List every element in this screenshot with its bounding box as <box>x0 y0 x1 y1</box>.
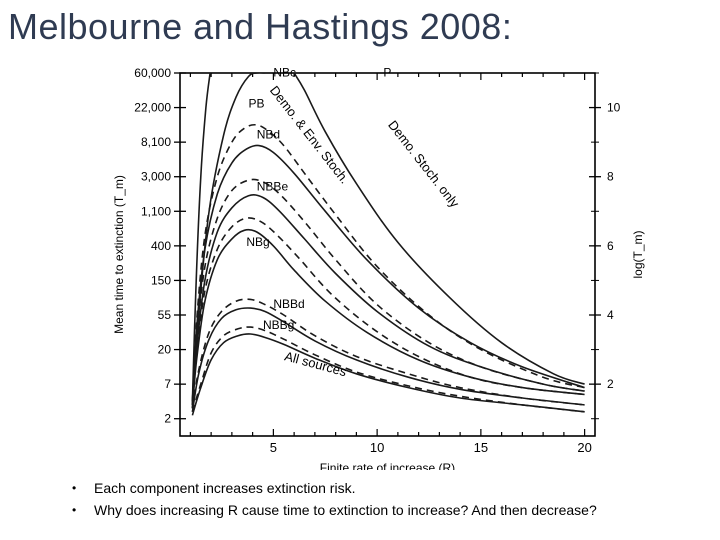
x-tick-label: 20 <box>577 440 591 455</box>
series-line-p <box>293 73 585 385</box>
bullet-dot: • <box>72 503 77 517</box>
y-axis-label: Mean time to extinction (T_m) <box>112 175 126 334</box>
y2-axis-label: log(T_m) <box>631 230 645 278</box>
bullet-text: Why does increasing R cause time to exti… <box>94 502 597 518</box>
y2-tick-label: 2 <box>607 377 614 391</box>
series-line-nbd <box>191 144 585 405</box>
y2-tick-label: 10 <box>607 101 621 115</box>
y-tick-label: 7 <box>164 377 171 391</box>
series-line-nbd-dashed <box>191 123 585 402</box>
extinction-chart: 2 7 20 55 150 400 1,100 3,000 8,100 22,000 60,000 2… <box>112 65 645 470</box>
bullet-item: • Why does increasing R cause time to ex… <box>72 499 597 521</box>
curve-label: NBg <box>246 235 269 249</box>
curve-label: NBc <box>273 65 296 79</box>
bullet-dot: • <box>72 481 77 495</box>
series-line-nbg <box>191 228 585 409</box>
chart-annotations: Demo. & Env. Stoch. Demo. Stoch. onlyAll … <box>267 83 463 380</box>
annotation-text: Demo. Stoch. only <box>385 117 463 210</box>
bullet-item: • Each component increases extinction ri… <box>72 477 597 499</box>
y-tick-label: 22,000 <box>134 101 171 115</box>
x-tick-label: 5 <box>270 440 277 455</box>
bullet-list: • Each component increases extinction ri… <box>72 477 597 521</box>
series-line-nbbd <box>191 307 585 412</box>
curve-label: NBBd <box>273 297 304 311</box>
plot-frame <box>179 72 596 437</box>
series-line-nbbg <box>191 333 585 416</box>
x-axis-label: Finite rate of increase (R) <box>320 461 455 470</box>
y-tick-label: 20 <box>158 343 172 357</box>
series-line-nbbg-dashed <box>191 326 585 413</box>
y-tick-label: 55 <box>158 308 172 322</box>
y-tick-label: 400 <box>151 239 171 253</box>
x-tick-label: 10 <box>370 440 384 455</box>
x-tick-label: 15 <box>474 440 488 455</box>
y2-tick-label: 8 <box>607 170 614 184</box>
curve-label: NBBe <box>257 180 289 194</box>
curve-label: P <box>383 65 391 79</box>
series-line-nbc <box>191 73 211 402</box>
y2-tick-label: 4 <box>607 308 614 322</box>
chart-axes: 2 7 20 55 150 400 1,100 3,000 8,100 22,000 60,000 2… <box>112 66 645 470</box>
curve-label: PB <box>248 97 264 111</box>
y2-tick-label: 6 <box>607 239 614 253</box>
curve-label: NBBg <box>263 318 294 332</box>
slide-title: Melbourne and Hastings 2008: <box>8 6 513 47</box>
bullet-text: Each component increases extinction risk… <box>94 480 356 496</box>
series-line-nbbd-dashed <box>191 298 585 409</box>
y-tick-label: 150 <box>151 273 171 287</box>
y-tick-label: 2 <box>164 412 171 426</box>
curve-label: NBd <box>257 128 280 142</box>
y-tick-label: 60,000 <box>134 66 171 80</box>
chart-series <box>191 73 585 416</box>
chart-curve-labels: NBc P PB NBd NBBe NBg NBBd NBBg <box>246 65 391 331</box>
y-tick-label: 8,100 <box>141 135 171 149</box>
series-line-nbbe <box>191 194 585 405</box>
y-tick-label: 3,000 <box>141 170 171 184</box>
y-tick-label: 1,100 <box>141 204 171 218</box>
